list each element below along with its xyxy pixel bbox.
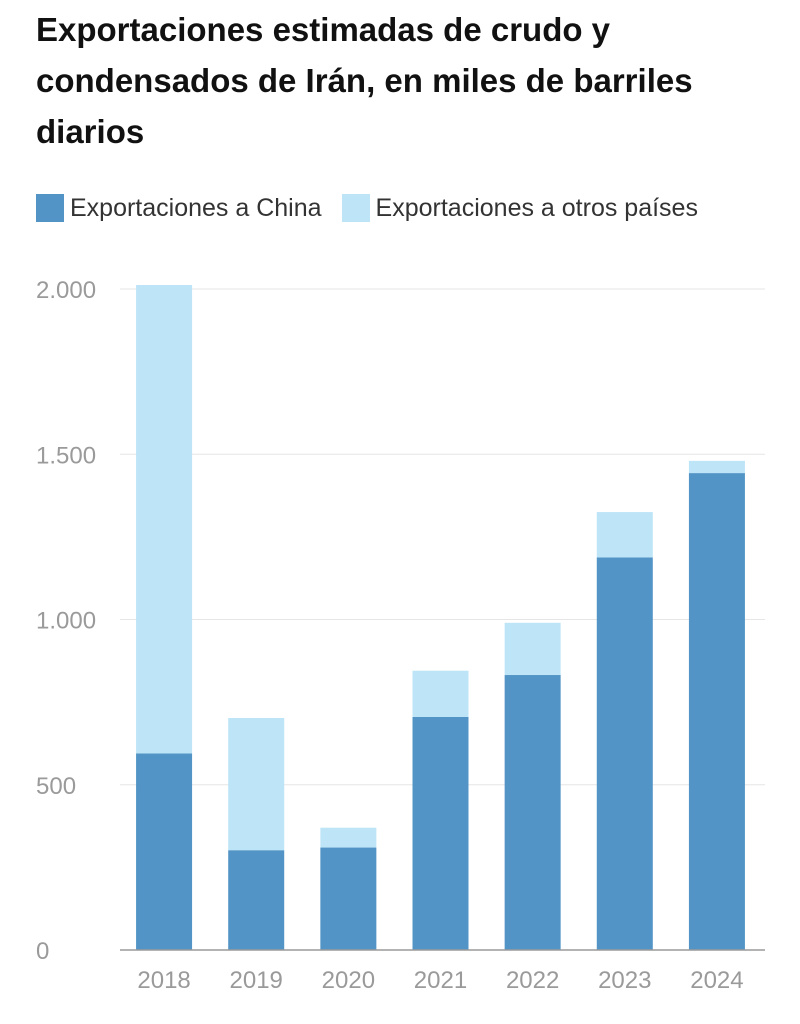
- bar-china-2019: [228, 850, 285, 950]
- x-tick-label-2021: 2021: [414, 967, 467, 994]
- bar-china-2018: [136, 753, 193, 950]
- legend-swatch-otros: [341, 194, 370, 222]
- legend-swatch-china: [36, 194, 64, 222]
- x-tick-label-2022: 2022: [506, 967, 559, 994]
- bar-china-2022: [504, 675, 561, 950]
- x-tick-label-2024: 2024: [690, 967, 743, 994]
- x-tick-label-2020: 2020: [322, 967, 375, 994]
- x-tick-label-2019: 2019: [230, 967, 283, 994]
- bar-otros-2018: [136, 285, 193, 754]
- bar-otros-2020: [320, 827, 377, 848]
- stacked-bar-chart: 0 500 1.000 1.500 2.000 2018 2019 2020 2021 2022 2…: [36, 277, 765, 994]
- bar-otros-2021: [412, 670, 469, 717]
- bar-otros-2023: [596, 512, 653, 558]
- x-tick-label-2023: 2023: [598, 967, 651, 994]
- legend-label-otros: Exportaciones a otros países: [375, 193, 698, 222]
- y-tick-label-3: 1.500: [36, 442, 96, 469]
- legend: Exportaciones a China Exportaciones a ot…: [36, 192, 718, 224]
- bar-china-2020: [320, 847, 377, 950]
- chart-title: Exportaciones estimadas de crudo y conde…: [36, 11, 693, 150]
- y-tick-label-0: 0: [36, 938, 49, 965]
- bar-otros-2024: [688, 460, 745, 474]
- bar-china-2021: [412, 716, 469, 950]
- y-tick-label-1: 500: [36, 773, 76, 800]
- bar-china-2024: [688, 473, 745, 950]
- bar-china-2023: [596, 557, 653, 950]
- legend-label-china: Exportaciones a China: [70, 193, 322, 222]
- legend-item-china: Exportaciones a China: [36, 194, 322, 223]
- y-tick-label-2: 1.000: [36, 608, 96, 635]
- legend-item-otros: Exportaciones a otros países: [341, 193, 698, 223]
- x-tick-label-2018: 2018: [137, 967, 190, 994]
- bar-otros-2022: [504, 622, 561, 676]
- y-tick-label-4: 2.000: [36, 277, 96, 304]
- bar-otros-2019: [228, 717, 285, 851]
